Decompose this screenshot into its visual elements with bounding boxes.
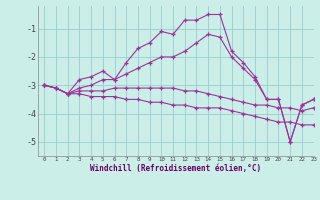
X-axis label: Windchill (Refroidissement éolien,°C): Windchill (Refroidissement éolien,°C) [91, 164, 261, 173]
